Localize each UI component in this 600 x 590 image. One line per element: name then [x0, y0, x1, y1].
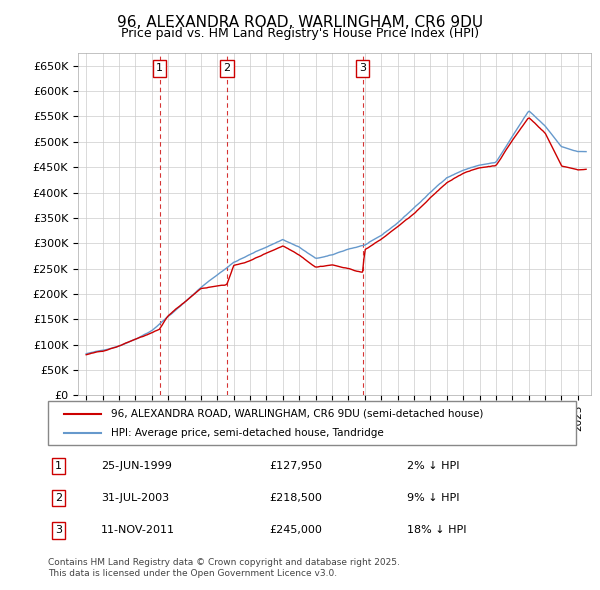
Text: HPI: Average price, semi-detached house, Tandridge: HPI: Average price, semi-detached house,… [112, 428, 384, 438]
Text: This data is licensed under the Open Government Licence v3.0.: This data is licensed under the Open Gov… [48, 569, 337, 578]
Text: 18% ↓ HPI: 18% ↓ HPI [407, 525, 467, 535]
Text: £127,950: £127,950 [270, 461, 323, 471]
Text: 3: 3 [55, 525, 62, 535]
Text: Price paid vs. HM Land Registry's House Price Index (HPI): Price paid vs. HM Land Registry's House … [121, 27, 479, 40]
Text: 96, ALEXANDRA ROAD, WARLINGHAM, CR6 9DU: 96, ALEXANDRA ROAD, WARLINGHAM, CR6 9DU [117, 15, 483, 30]
Text: 25-JUN-1999: 25-JUN-1999 [101, 461, 172, 471]
Text: Contains HM Land Registry data © Crown copyright and database right 2025.: Contains HM Land Registry data © Crown c… [48, 558, 400, 566]
Text: 1: 1 [55, 461, 62, 471]
Text: 2: 2 [55, 493, 62, 503]
FancyBboxPatch shape [48, 401, 576, 445]
Text: £218,500: £218,500 [270, 493, 323, 503]
Text: 96, ALEXANDRA ROAD, WARLINGHAM, CR6 9DU (semi-detached house): 96, ALEXANDRA ROAD, WARLINGHAM, CR6 9DU … [112, 409, 484, 418]
Text: 2: 2 [223, 63, 230, 73]
Text: 9% ↓ HPI: 9% ↓ HPI [407, 493, 460, 503]
Text: 1: 1 [156, 63, 163, 73]
Text: 2% ↓ HPI: 2% ↓ HPI [407, 461, 460, 471]
Text: 31-JUL-2003: 31-JUL-2003 [101, 493, 169, 503]
Text: 3: 3 [359, 63, 366, 73]
Text: 11-NOV-2011: 11-NOV-2011 [101, 525, 175, 535]
Text: £245,000: £245,000 [270, 525, 323, 535]
